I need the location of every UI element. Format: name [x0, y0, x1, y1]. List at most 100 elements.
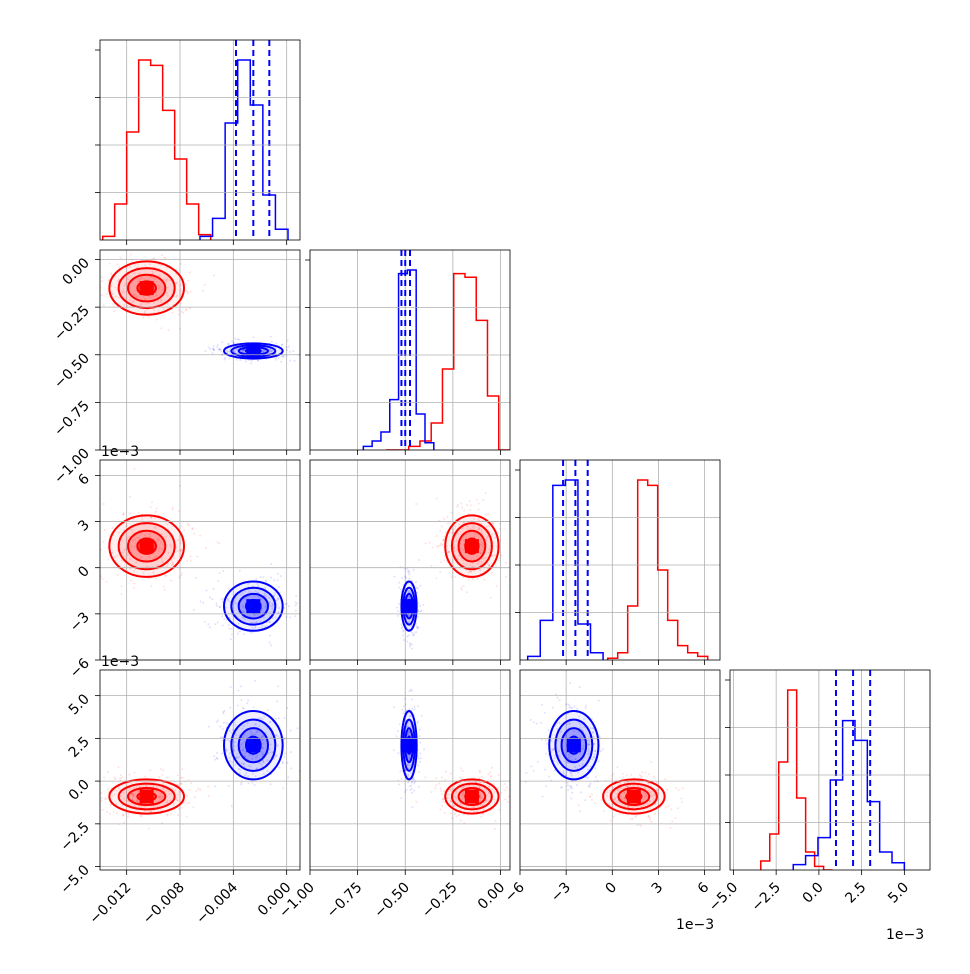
sample-point	[145, 302, 148, 305]
sample-point	[473, 535, 476, 538]
sample-point	[540, 721, 543, 724]
sample-point	[168, 279, 171, 282]
sample-point	[233, 601, 236, 604]
sample-point	[417, 785, 420, 788]
sample-point	[547, 729, 550, 732]
sample-point	[208, 626, 211, 629]
sample-point	[627, 805, 630, 808]
sample-point	[262, 349, 265, 352]
sample-point	[154, 537, 157, 540]
sample-point	[228, 348, 231, 351]
sample-point	[236, 632, 239, 635]
x-tick-label: −3	[548, 880, 574, 906]
sample-point	[498, 808, 501, 811]
contour-line	[127, 273, 167, 303]
sample-point	[489, 775, 492, 778]
sample-point	[261, 739, 264, 742]
sample-point	[589, 727, 592, 730]
sample-point	[193, 796, 196, 799]
sample-point	[495, 545, 498, 548]
sample-point	[587, 739, 590, 742]
sample-point	[459, 543, 462, 546]
sample-point	[268, 611, 271, 614]
sample-point	[431, 546, 434, 549]
sample-point	[529, 719, 532, 722]
sample-point	[254, 613, 257, 616]
sample-point	[242, 604, 245, 607]
sample-point	[452, 528, 455, 531]
sample-point	[461, 793, 464, 796]
sample-point	[578, 764, 581, 767]
sample-point	[568, 704, 571, 707]
sample-point	[268, 621, 271, 624]
sample-point	[269, 335, 272, 338]
sample-point	[101, 294, 104, 297]
sample-point	[147, 308, 150, 311]
sample-point	[219, 348, 222, 351]
sample-point	[462, 793, 465, 796]
sample-point	[289, 359, 292, 362]
sample-point	[108, 247, 110, 249]
sample-point	[417, 757, 420, 760]
sample-point	[110, 284, 113, 287]
sample-point	[108, 214, 110, 216]
sample-point	[107, 558, 110, 561]
sample-point	[268, 721, 271, 724]
sample-point	[203, 620, 206, 623]
sample-point	[271, 607, 274, 610]
sample-point	[488, 785, 491, 788]
sample-point	[240, 743, 243, 746]
sample-point	[221, 615, 224, 618]
sample-point	[614, 797, 617, 800]
y-tick-label: −0.50	[51, 350, 93, 392]
sample-point	[253, 595, 256, 598]
sample-point	[443, 559, 446, 562]
sample-point	[251, 757, 254, 760]
sample-point	[242, 349, 245, 352]
sample-point	[650, 760, 653, 763]
sample-point	[444, 778, 447, 781]
sample-point	[213, 785, 216, 788]
sample-point	[475, 498, 478, 501]
sample-point	[163, 790, 166, 793]
sample-point	[494, 536, 497, 539]
sample-point	[93, 796, 95, 798]
sample-point	[150, 585, 153, 588]
sample-point	[574, 766, 577, 769]
sample-point	[268, 748, 271, 751]
sample-point	[485, 513, 488, 516]
sample-point	[474, 533, 477, 536]
sample-point	[140, 302, 143, 305]
sample-point	[407, 634, 410, 637]
sample-point	[121, 813, 124, 816]
sample-point	[164, 801, 167, 804]
sample-point	[587, 785, 590, 788]
sample-point	[587, 743, 590, 746]
sample-point	[286, 761, 289, 764]
sample-point	[120, 585, 123, 588]
sample-point	[536, 760, 539, 763]
sample-point	[237, 767, 240, 770]
sample-point	[213, 349, 216, 352]
x-tick-label: −0.008	[140, 880, 188, 928]
sample-point	[166, 523, 169, 526]
sample-point	[480, 775, 483, 778]
sample-point	[136, 266, 139, 269]
sample-point	[137, 511, 140, 514]
sample-point	[258, 762, 261, 765]
sample-point	[554, 693, 557, 696]
sample-point	[201, 289, 204, 292]
sample-point	[216, 344, 219, 347]
sample-point	[170, 559, 173, 562]
sample-point	[541, 795, 544, 798]
sample-point	[566, 781, 569, 784]
sample-point	[131, 300, 134, 303]
sample-point	[251, 754, 254, 757]
y-tick-label: −0.25	[51, 303, 93, 345]
sample-point	[219, 736, 222, 739]
sample-point	[419, 584, 422, 587]
sample-point	[485, 538, 488, 541]
sample-point	[265, 580, 268, 583]
sample-point	[246, 582, 249, 585]
